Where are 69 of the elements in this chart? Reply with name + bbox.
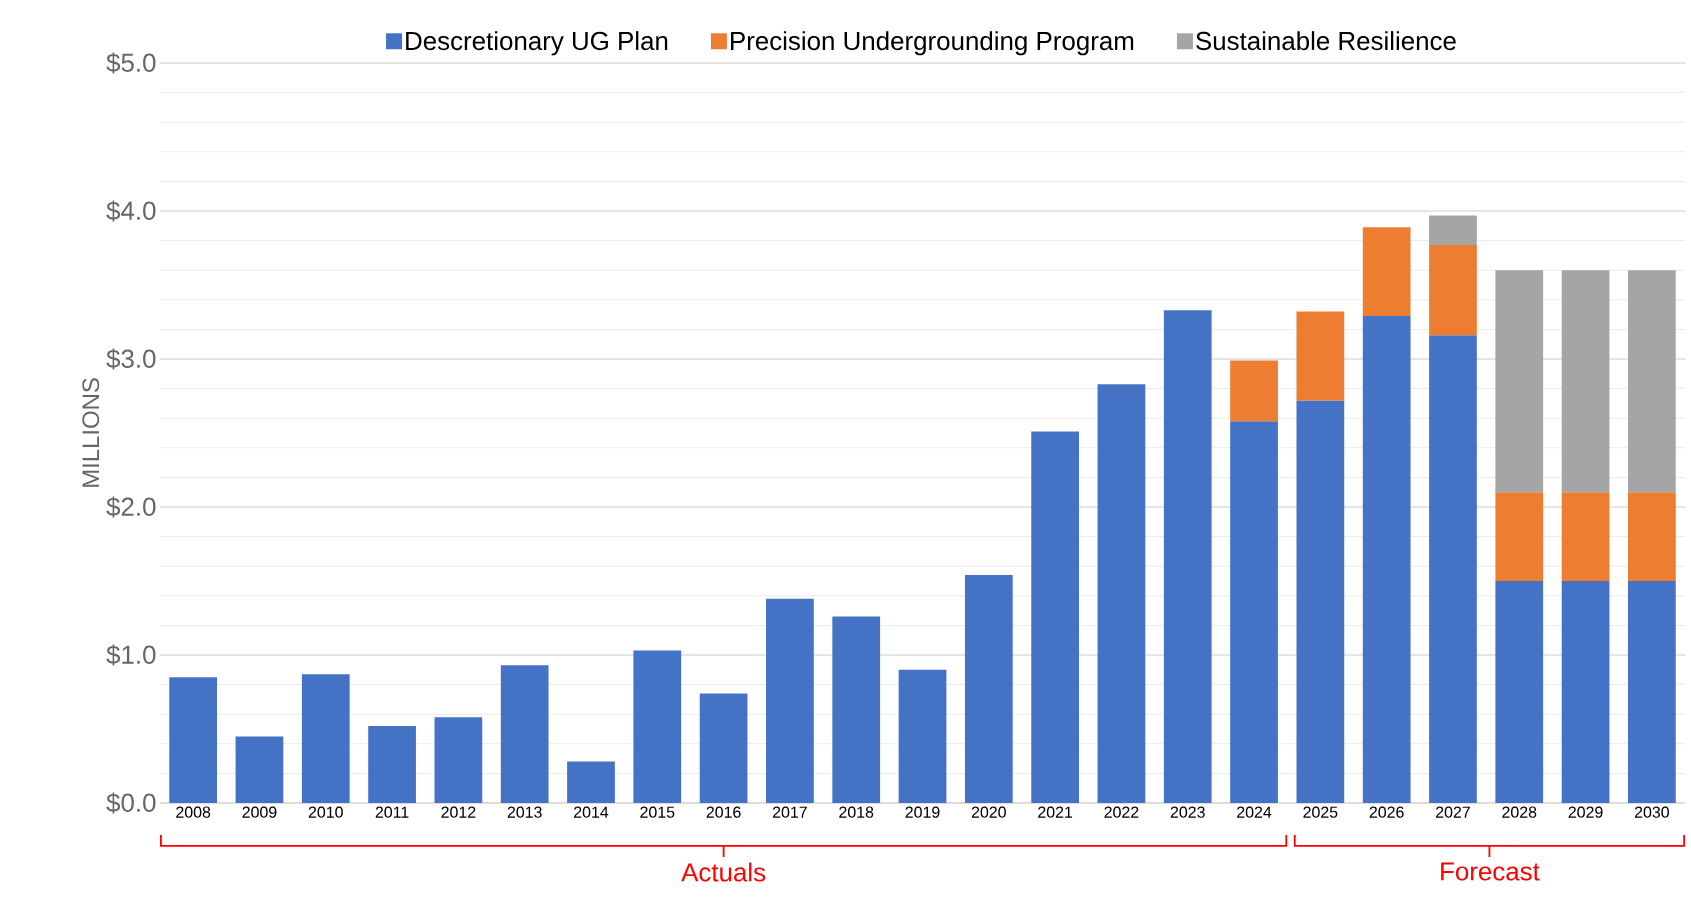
bar	[1429, 215, 1477, 246]
text: Forecast	[1441, 862, 1540, 881]
x-tick-label: 2025	[1303, 806, 1338, 818]
y-tick-label: $4.0	[106, 200, 156, 222]
legend-label: Descretionary UG Plan	[406, 31, 668, 56]
bar	[832, 616, 881, 803]
bar	[1495, 270, 1544, 493]
x-tick-label: 2013	[507, 806, 542, 818]
x-tick-label: 2021	[1038, 806, 1073, 818]
x-tick-label: 2015	[640, 806, 675, 818]
bar	[1230, 421, 1278, 803]
bar	[1429, 335, 1477, 803]
bar	[1628, 492, 1676, 581]
bar	[567, 761, 615, 803]
bar	[633, 650, 682, 803]
bar	[1495, 580, 1544, 803]
bar	[1097, 384, 1146, 803]
y-tick-label: $3.0	[106, 348, 156, 370]
x-tick-label: 2010	[308, 806, 343, 818]
bar	[1362, 316, 1411, 803]
bar	[301, 674, 350, 803]
bar	[1495, 492, 1544, 581]
x-tick-label: 2026	[1369, 806, 1404, 818]
bar	[1296, 311, 1345, 401]
x-tick-label: 2022	[1104, 806, 1139, 818]
bar	[1362, 227, 1411, 317]
x-tick-label: 2009	[242, 806, 277, 818]
bar	[1628, 270, 1676, 493]
x-tick-label: 2016	[706, 806, 741, 818]
bar	[1230, 360, 1278, 422]
y-axis-title: MILLIONS	[82, 378, 100, 487]
bar	[1561, 492, 1610, 581]
y-tick-label: $2.0	[106, 496, 156, 518]
bar	[169, 677, 218, 803]
x-tick-label: 2008	[176, 806, 211, 818]
bar	[1296, 400, 1345, 803]
x-tick-label: 2011	[375, 806, 409, 818]
legend-label: Sustainable Resilience	[1196, 31, 1456, 51]
bar	[1429, 245, 1477, 336]
x-tick-label: 2028	[1502, 806, 1537, 818]
x-tick-label: 2023	[1170, 806, 1205, 818]
x-tick-label: 2027	[1436, 806, 1470, 818]
bar	[898, 669, 947, 803]
bar	[434, 717, 483, 803]
x-tick-label: 2020	[971, 806, 1006, 818]
x-tick-label: 2030	[1634, 806, 1669, 818]
x-tick-label: 2018	[839, 806, 874, 818]
y-tick-label: $1.0	[106, 644, 156, 666]
x-tick-label: 2029	[1568, 806, 1603, 818]
x-tick-label: 2017	[772, 806, 807, 818]
y-tick-label: $0.0	[106, 792, 156, 814]
x-tick-label: 2024	[1237, 806, 1272, 818]
bar	[1628, 580, 1676, 803]
text: Actuals	[681, 862, 766, 882]
bar	[1031, 431, 1079, 803]
bar	[699, 693, 748, 803]
bar	[964, 575, 1013, 803]
x-tick-label: 2014	[574, 806, 609, 818]
bar	[500, 665, 549, 803]
bar	[1163, 310, 1212, 803]
bar	[766, 598, 814, 803]
x-tick-label: 2019	[905, 806, 940, 818]
y-tick-label: $5.0	[106, 52, 156, 74]
x-tick-label: 2012	[441, 806, 476, 818]
bar	[1561, 270, 1610, 493]
bar	[368, 726, 416, 803]
bar	[235, 736, 284, 803]
bar	[1561, 580, 1610, 803]
legend-label: Precision Undergrounding Program	[731, 31, 1134, 56]
